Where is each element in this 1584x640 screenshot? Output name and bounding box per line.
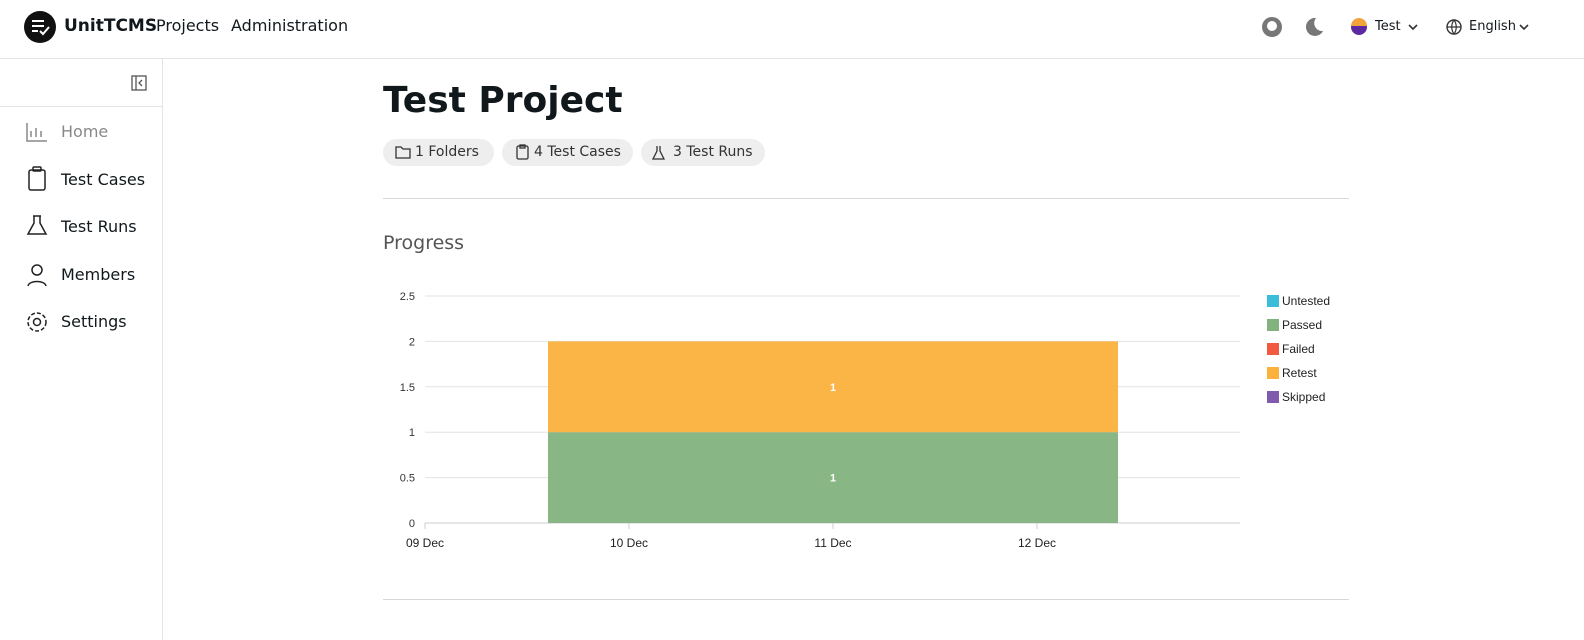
collapse-icon[interactable] [131,75,147,91]
data-label: 1 [830,382,836,394]
chevron [1408,24,1418,31]
chart: 0 0.5 1 1.5 2 2.5 09 Dec 10 Dec 11 Dec 12 Dec 1 1 Un… [400,291,1330,550]
sidebar-item[interactable]: Test Runs [61,217,137,236]
legend-label: Passed [1282,318,1322,332]
chevron [1519,24,1529,31]
data-label: 1 [830,473,836,485]
chip-icons [395,144,666,160]
user-menu[interactable]: Test [1375,19,1401,34]
y-tick-label: 0 [409,518,415,530]
legend-label: Failed [1282,342,1315,356]
project-title: Test Project [383,80,623,121]
globe-icon [1446,19,1462,35]
avatar[interactable] [1350,18,1368,36]
divider [383,599,1349,600]
language-menu[interactable]: English [1469,19,1516,34]
section-title: Progress [383,232,465,254]
bar-segment [548,432,1118,523]
nav-link[interactable]: Administration [231,16,349,35]
divider [383,198,1349,199]
x-tick-label: 09 Dec [406,536,444,550]
legend-swatch [1267,295,1279,307]
chip[interactable]: 3 Test Runs [641,139,765,166]
sidebar-item[interactable]: Test Cases [61,170,146,189]
x-tick-label: 10 Dec [610,536,648,550]
legend-swatch [1267,391,1279,403]
sidebar [0,59,163,640]
y-tick-label: 2 [409,336,415,348]
x-tick-label: 12 Dec [1018,536,1056,550]
theme-icon[interactable] [1302,16,1324,38]
sidebar-item[interactable]: Settings [61,312,127,331]
y-tick-label: 1 [409,427,415,439]
legend-label: Retest [1282,366,1317,380]
brand[interactable]: UnitTCMS [64,16,158,36]
sidebar-icons [26,123,48,332]
divider [0,106,162,107]
x-tick-label: 11 Dec [814,536,851,550]
chip[interactable]: 4 Test Cases [502,139,633,166]
y-tick-label: 1.5 [400,382,415,394]
y-tick-label: 2.5 [400,291,415,303]
y-tick-label: 0.5 [400,473,415,485]
sidebar-item[interactable]: Members [61,265,136,284]
logo[interactable] [24,11,56,43]
legend-swatch [1267,367,1279,379]
header [0,0,1584,59]
legend-swatch [1267,319,1279,331]
sidebar-item[interactable]: Home [61,122,109,141]
bar-segment [548,341,1118,433]
legend-label: Skipped [1282,390,1325,404]
nav-link[interactable]: Projects [156,16,220,35]
github-icon[interactable] [1261,16,1283,38]
chip[interactable]: 1 Folders [383,139,494,166]
legend-label: Untested [1282,294,1330,308]
legend-swatch [1267,343,1279,355]
